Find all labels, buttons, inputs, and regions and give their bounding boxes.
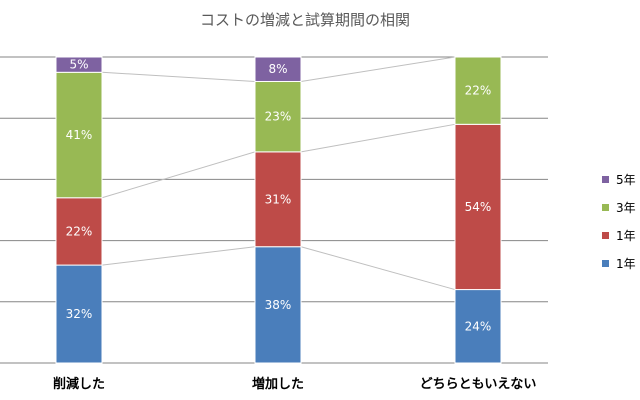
- legend-swatch: [602, 260, 609, 267]
- bar-segment: [454, 123, 502, 291]
- data-label: 23%: [265, 110, 292, 124]
- series-connector-line: [101, 151, 256, 199]
- chart-title: コストの増減と試算期間の相関: [200, 11, 410, 29]
- data-label: 5%: [69, 58, 88, 72]
- bar-segment: [55, 264, 103, 364]
- legend: 5年 3年 1年 1年: [602, 173, 636, 271]
- series-connector-line: [300, 56, 456, 82]
- data-label: 22%: [66, 224, 93, 238]
- bar-segment: [454, 289, 502, 364]
- category-label: どちらともいえない: [420, 377, 537, 392]
- legend-entry: 5年: [616, 173, 636, 187]
- data-label: 32%: [66, 307, 93, 321]
- data-label: 22%: [465, 84, 492, 98]
- legend-swatch: [602, 176, 609, 183]
- data-label: 31%: [265, 192, 292, 206]
- series-connector-line: [101, 71, 256, 82]
- series-connector-line: [101, 246, 256, 266]
- bar-segment: [254, 80, 302, 153]
- series-connector-line: [300, 246, 456, 291]
- series-connector-line: [300, 123, 456, 153]
- category-label: 削減した: [53, 376, 105, 392]
- bar-segment: [254, 246, 302, 364]
- category-label: 増加した: [252, 376, 304, 392]
- data-label: 54%: [465, 200, 492, 214]
- legend-entry: 1年: [616, 257, 636, 271]
- bar-segment: [454, 56, 502, 125]
- bars: 32% 22% 41% 5% 38% 31% 23% 8% 24% 54% 22%: [55, 56, 502, 364]
- data-label: 8%: [268, 62, 287, 76]
- legend-entry: 1年: [616, 229, 636, 243]
- bar-segment: [254, 56, 302, 82]
- legend-entry: 3年: [616, 201, 636, 215]
- bar-segment: [55, 56, 103, 73]
- legend-swatch: [602, 232, 609, 239]
- data-label: 24%: [465, 319, 492, 333]
- legend-swatch: [602, 204, 609, 211]
- category-labels: 削減した 増加した どちらともいえない: [53, 376, 536, 392]
- connector-lines: [101, 56, 456, 291]
- bar-segment: [254, 151, 302, 248]
- data-label: 41%: [66, 128, 93, 142]
- data-label: 38%: [265, 298, 292, 312]
